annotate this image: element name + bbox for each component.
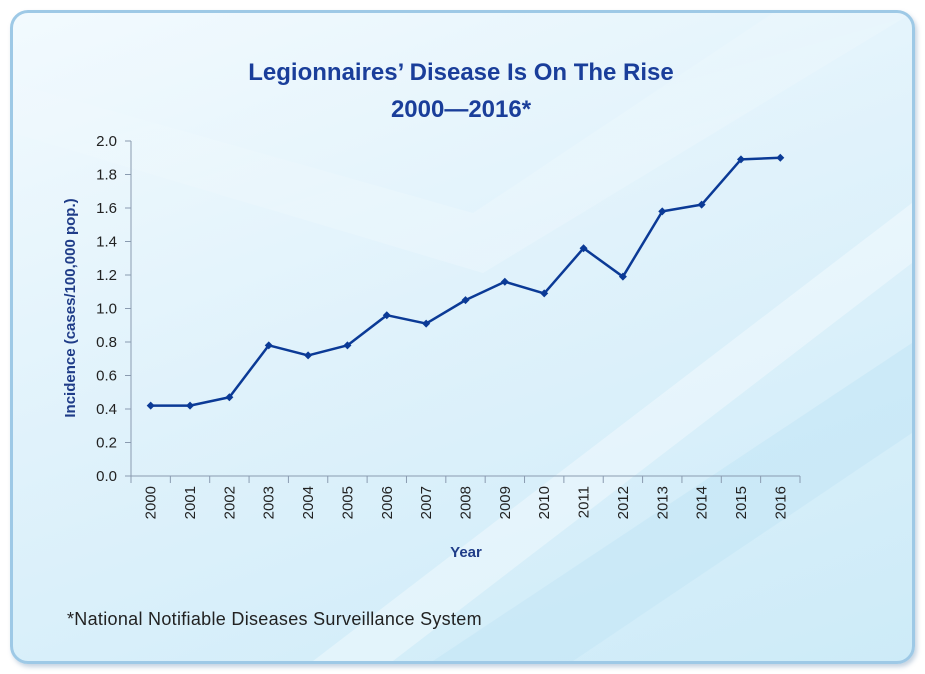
chart-panel: Legionnaires’ Disease Is On The Rise 200…	[10, 10, 915, 664]
x-tick-label: 2006	[379, 486, 396, 519]
data-point-2007	[422, 319, 431, 328]
data-point-2006	[382, 311, 391, 320]
x-tick-label: 2011	[576, 486, 593, 518]
data-point-2002	[225, 393, 234, 402]
x-tick-label: 2007	[418, 486, 435, 519]
data-point-2001	[186, 401, 195, 410]
background-decoration	[13, 13, 912, 661]
data-point-2004	[304, 351, 313, 360]
data-point-2011	[579, 244, 588, 253]
y-tick-label: 0.2	[96, 435, 117, 452]
x-tick-label: 2003	[261, 486, 278, 519]
data-point-2010	[540, 289, 549, 298]
series-line-incidence	[146, 153, 785, 410]
x-tick-label: 2002	[221, 486, 238, 519]
y-tick-labels: 0.0 0.2 0.4 0.6 0.8 1.0 1.2 1.4 1.6 1.8 2.0	[96, 133, 131, 485]
y-tick-label: 1.8	[96, 167, 117, 184]
chart-svg: Legionnaires’ Disease Is On The Rise 200…	[13, 13, 912, 661]
data-point-2008	[461, 296, 470, 305]
y-tick-label: 0.6	[96, 368, 117, 385]
x-tick-label: 2016	[772, 486, 789, 519]
x-tick-label: 2008	[458, 486, 475, 519]
x-tick-label: 2013	[654, 486, 671, 519]
x-tick-labels: 2000 2001 2002 2003 2004 2005 2006 2007 2008 2009…	[130, 476, 801, 519]
x-tick-label: 2000	[143, 486, 160, 519]
y-tick-label: 1.6	[96, 200, 117, 217]
y-tick-label: 1.2	[96, 267, 117, 284]
x-tick-label: 2015	[733, 486, 750, 519]
y-tick-label: 0.0	[96, 468, 117, 485]
data-point-2013	[658, 207, 667, 216]
y-tick-label: 0.8	[96, 334, 117, 351]
y-tick-label: 1.0	[96, 301, 117, 318]
x-tick-label: 2012	[615, 486, 632, 519]
data-point-2012	[618, 272, 627, 281]
x-axis-label: Year	[450, 544, 482, 561]
x-tick-label: 2005	[339, 486, 356, 519]
y-tick-label: 2.0	[96, 133, 117, 150]
data-point-2003	[264, 341, 273, 350]
data-point-2005	[343, 341, 352, 350]
x-tick-label: 2001	[182, 486, 199, 519]
x-tick-label: 2014	[694, 486, 711, 519]
x-tick-label: 2004	[300, 486, 317, 519]
y-tick-label: 1.4	[96, 234, 117, 251]
x-tick-label: 2010	[536, 486, 553, 519]
data-point-2000	[146, 401, 155, 410]
data-point-2014	[697, 200, 706, 209]
data-point-2009	[500, 277, 509, 286]
footnote: *National Notifiable Diseases Surveillan…	[67, 609, 482, 629]
chart-title-line1: Legionnaires’ Disease Is On The Rise	[248, 59, 674, 86]
y-axis-label: Incidence (cases/100,000 pop.)	[62, 198, 79, 417]
data-point-2016	[776, 153, 785, 162]
x-tick-label: 2009	[497, 486, 514, 519]
chart-title-line2: 2000—2016*	[391, 96, 532, 123]
data-point-2015	[736, 155, 745, 164]
y-tick-label: 0.4	[96, 401, 117, 418]
